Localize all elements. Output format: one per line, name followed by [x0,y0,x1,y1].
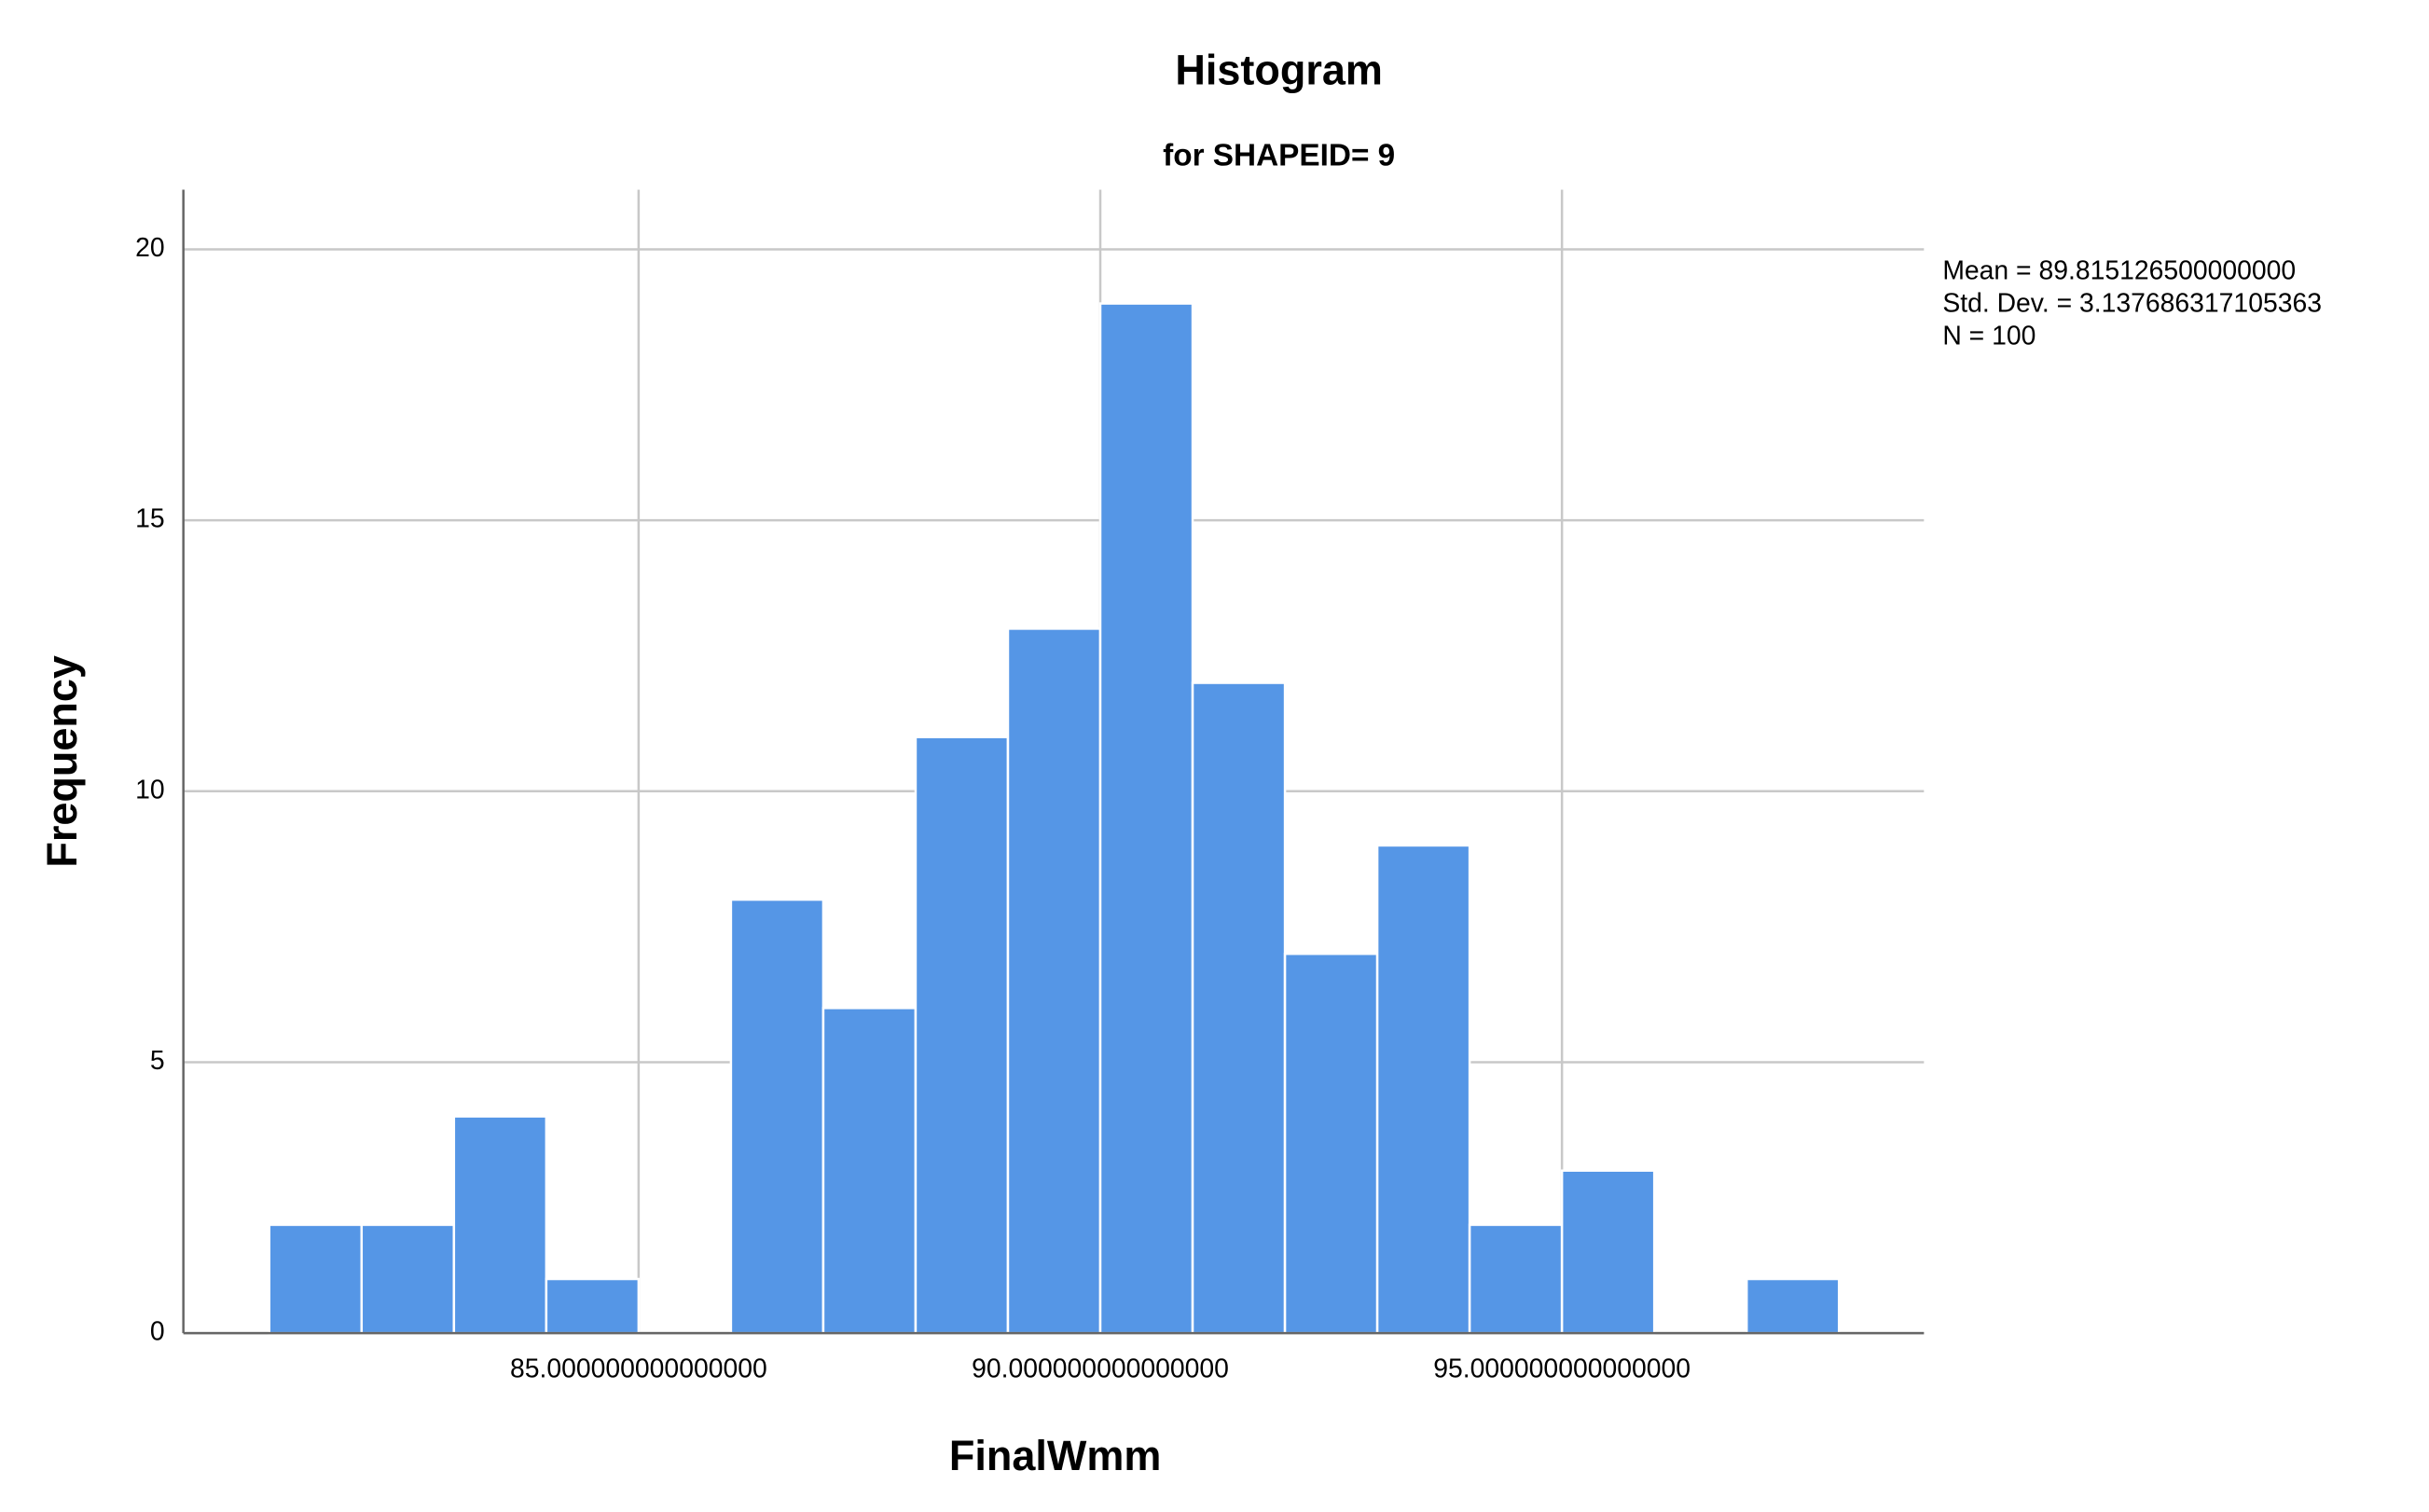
bar [268,1223,364,1335]
x-tick-label: 95.000000000000000 [1433,1354,1691,1384]
y-axis-label: Frequency [38,655,86,868]
bar [914,735,1010,1335]
bar [1560,1169,1656,1335]
bar [1283,952,1379,1335]
y-tick-label: 5 [150,1046,165,1076]
bar [545,1277,641,1335]
bar [1468,1223,1564,1335]
bar [360,1223,456,1335]
bar [1098,302,1194,1335]
x-tick-label: 85.000000000000000 [510,1354,767,1384]
x-tick-label: 90.000000000000000 [972,1354,1229,1384]
y-tick-label: 15 [135,504,165,534]
bar [1191,681,1287,1335]
y-tick-label: 10 [135,775,165,804]
bar [1006,627,1102,1335]
stats-line: Mean = 89.815126500000000 [1942,255,2296,285]
y-tick-label: 0 [150,1317,165,1347]
x-axis-label: FinalWmm [949,1432,1162,1479]
bar [452,1115,548,1335]
chart-subtitle: for SHAPEID= 9 [1163,138,1395,172]
stats-line: Std. Dev. = 3.137686317105363 [1942,288,2322,318]
bar [1375,844,1471,1335]
bar [821,1007,918,1335]
y-tick-label: 20 [135,233,165,263]
stats-line: N = 100 [1942,321,2036,351]
bar [1745,1277,1841,1335]
chart-title: Histogram [1175,46,1383,93]
bar [729,898,825,1335]
